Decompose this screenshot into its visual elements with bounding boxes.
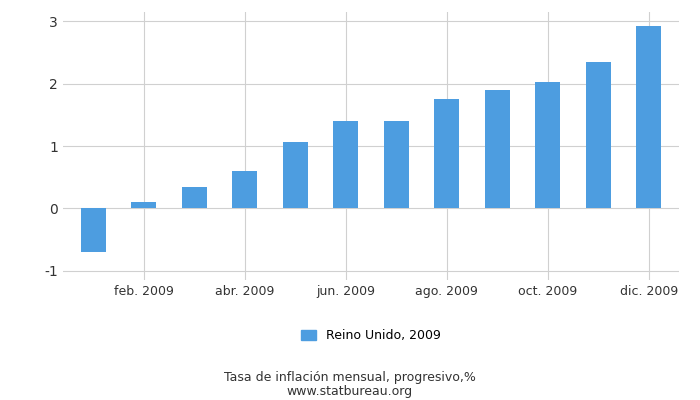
Bar: [131, 202, 156, 208]
Bar: [636, 26, 662, 208]
Bar: [182, 186, 207, 208]
Bar: [535, 82, 560, 208]
Bar: [384, 121, 409, 208]
Bar: [80, 208, 106, 252]
Bar: [283, 142, 308, 208]
Bar: [333, 121, 358, 208]
Text: www.statbureau.org: www.statbureau.org: [287, 386, 413, 398]
Bar: [586, 62, 611, 208]
Bar: [484, 90, 510, 208]
Bar: [232, 171, 258, 208]
Legend: Reino Unido, 2009: Reino Unido, 2009: [301, 329, 441, 342]
Text: Tasa de inflación mensual, progresivo,%: Tasa de inflación mensual, progresivo,%: [224, 372, 476, 384]
Bar: [434, 99, 459, 208]
